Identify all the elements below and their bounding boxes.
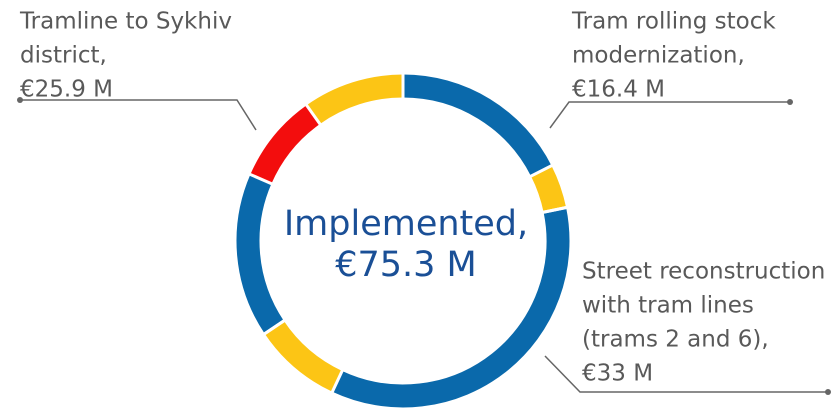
group-value-label: €25.9 M bbox=[20, 77, 113, 103]
group-label: modernization, bbox=[572, 43, 745, 69]
group-label: with tram lines bbox=[582, 293, 754, 319]
center-value: €75.3 M bbox=[335, 245, 477, 285]
group-label: Street reconstruction bbox=[582, 259, 825, 285]
leader-dot bbox=[825, 389, 831, 395]
leader-line bbox=[20, 99, 257, 131]
donut-segment bbox=[402, 74, 552, 177]
donut-segment bbox=[332, 207, 570, 408]
donut-segment bbox=[236, 174, 284, 334]
donut-segment bbox=[250, 105, 321, 184]
group-label: Tramline to Sykhiv bbox=[19, 9, 232, 35]
segment-gap bbox=[326, 359, 349, 403]
segment-gap bbox=[239, 168, 283, 190]
segment-gap bbox=[254, 313, 295, 342]
leader-line bbox=[544, 355, 828, 393]
segment-gap bbox=[532, 203, 578, 216]
leader-dot bbox=[787, 99, 793, 105]
group-value-label: €16.4 M bbox=[572, 77, 665, 103]
leader-lines bbox=[17, 97, 831, 395]
donut-segment bbox=[264, 320, 343, 392]
segment-gap bbox=[298, 95, 328, 135]
donut bbox=[236, 63, 578, 408]
segment-gap bbox=[520, 159, 563, 183]
group-label: Tram rolling stock bbox=[571, 9, 776, 35]
group-label: (trams 2 and 6), bbox=[582, 327, 769, 353]
donut-segment bbox=[530, 165, 567, 213]
group-label: district, bbox=[20, 43, 107, 69]
group-value-label: €33 M bbox=[582, 361, 653, 387]
center-label: Implemented, bbox=[284, 204, 528, 244]
leader-line bbox=[549, 101, 790, 129]
donut-segment bbox=[306, 74, 404, 125]
leader-dot bbox=[17, 97, 23, 103]
